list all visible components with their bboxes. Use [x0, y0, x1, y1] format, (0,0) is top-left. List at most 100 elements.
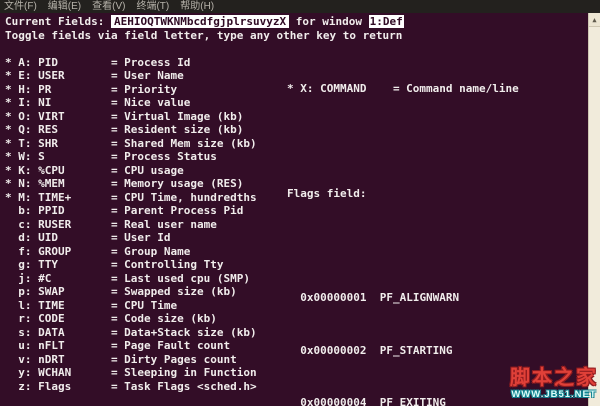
field-letter: T:	[18, 136, 32, 150]
field-selected-star: *	[5, 136, 12, 150]
flag-list: 0x00000001 PF_ALIGNWARN 0x00000002 PF_STAR…	[287, 239, 519, 406]
field-name: RUSER	[38, 217, 72, 231]
flag-hex-value: 0x00000004	[300, 396, 367, 406]
field-description: Swapped size (kb)	[124, 285, 237, 298]
field-letter: W:	[18, 150, 32, 163]
field-letter: I:	[18, 96, 32, 109]
current-fields-label: Current Fields:	[5, 15, 111, 28]
field-letter: z:	[18, 379, 32, 393]
field-name: GROUP	[38, 244, 72, 258]
scrollbar-track[interactable]	[589, 28, 600, 406]
field-description: Sleeping in Function	[124, 366, 257, 379]
equals-sign: =	[110, 285, 118, 298]
menu-item[interactable]: 文件(F)	[4, 1, 37, 12]
equals-sign: =	[110, 123, 118, 136]
equals-sign: =	[110, 190, 118, 204]
field-name: SWAP	[38, 285, 65, 298]
equals-sign: =	[110, 163, 118, 177]
field-letter: p:	[18, 285, 32, 298]
field-row: f: GROUP = Group Name	[5, 245, 588, 259]
equals-sign: =	[110, 244, 118, 258]
menu-item[interactable]: 帮助(H)	[180, 1, 215, 12]
field-row: j: #C = Last used cpu (SMP)	[5, 272, 588, 286]
field-letter: s:	[18, 325, 32, 339]
field-name: UID	[38, 231, 58, 244]
menu-bar: 文件(F) 编辑(E) 查看(V) 终端(T) 帮助(H)	[0, 0, 600, 13]
field-selected-star: *	[5, 163, 12, 177]
right-column: * X: COMMAND = Command name/line Flags field…	[287, 56, 519, 406]
field-description: Priority	[124, 82, 178, 96]
equals-sign: =	[110, 217, 118, 231]
field-name: TIME	[38, 298, 65, 312]
field-description: Memory usage (RES)	[124, 177, 244, 190]
equals-sign: =	[110, 150, 118, 163]
window-name-value: 1:Def	[368, 15, 404, 28]
menu-item[interactable]: 编辑(E)	[47, 1, 82, 12]
field-selected-star: *	[5, 96, 12, 109]
field-name: SHR	[38, 136, 58, 150]
field-name: VIRT	[38, 109, 65, 123]
field-name: WCHAN	[38, 366, 72, 379]
flag-row: 0x00000001 PF_ALIGNWARN	[287, 291, 519, 305]
field-name: RES	[38, 123, 58, 136]
field-description: Nice value	[124, 96, 191, 109]
field-selected-star: *	[5, 190, 12, 204]
field-description: Task Flags <sched.h>	[124, 379, 257, 393]
field-description: Page Fault count	[124, 339, 231, 352]
field-letter: g:	[18, 258, 32, 271]
field-description: Command name/line	[406, 81, 519, 95]
field-name: PID	[38, 55, 58, 69]
field-row: * M: TIME+ = CPU Time, hundredths	[5, 191, 588, 205]
field-name: S	[38, 150, 45, 163]
field-letter: d:	[18, 231, 32, 244]
equals-sign: =	[110, 258, 118, 271]
field-description: Resident size (kb)	[124, 123, 244, 136]
field-row: * E: USER = User Name	[5, 69, 588, 83]
field-row: * W: S = Process Status	[5, 150, 588, 164]
field-name: Flags	[38, 379, 72, 393]
flag-hex-value: 0x00000002	[300, 343, 367, 357]
field-description: CPU Time	[124, 298, 178, 312]
field-letter: A:	[18, 55, 32, 69]
field-description: User Id	[124, 231, 171, 244]
field-description: Data+Stack size (kb)	[124, 325, 257, 339]
terminal-screen[interactable]: Current Fields: AEHIOQTWKNMbcdfgjplrsuvy…	[0, 13, 588, 406]
field-name: TTY	[38, 258, 58, 271]
field-name: %MEM	[38, 177, 65, 190]
equals-sign: =	[110, 231, 118, 244]
menu-item[interactable]: 终端(T)	[136, 1, 170, 12]
scrollbar[interactable]: ▲	[588, 13, 600, 406]
field-selected-star: *	[287, 81, 294, 95]
field-letter: N:	[18, 177, 32, 190]
field-letter: H:	[18, 82, 32, 96]
field-name: %CPU	[38, 163, 65, 177]
field-description: Last used cpu (SMP)	[124, 271, 251, 285]
field-name: PPID	[38, 204, 65, 217]
equals-sign: =	[110, 204, 118, 217]
field-letter: l:	[18, 298, 32, 312]
field-name: DATA	[38, 325, 65, 339]
fields-help-columns: * A: PID = Process Id * E: USER = User Name * H: P…	[5, 55, 588, 406]
field-description: Group Name	[124, 244, 191, 258]
current-fields-line: Current Fields: AEHIOQTWKNMbcdfgjplrsuvy…	[5, 15, 588, 29]
field-row: p: SWAP = Swapped size (kb)	[5, 285, 588, 299]
field-row: * K: %CPU = CPU usage	[5, 164, 588, 178]
field-description: Parent Process Pid	[124, 204, 244, 217]
field-description: User Name	[124, 69, 184, 82]
field-letter: X:	[300, 81, 314, 95]
flag-row: 0x00000004 PF_EXITING	[287, 396, 519, 406]
field-selected-star: *	[5, 123, 12, 136]
field-name: NI	[38, 96, 52, 109]
field-row: * T: SHR = Shared Mem size (kb)	[5, 137, 588, 151]
field-description: CPU Time, hundredths	[124, 190, 257, 204]
field-row: c: RUSER = Real user name	[5, 218, 588, 232]
field-row: * N: %MEM = Memory usage (RES)	[5, 177, 588, 191]
field-letter: K:	[18, 163, 32, 177]
field-name: COMMAND	[320, 81, 367, 95]
equals-sign: =	[110, 136, 118, 150]
scroll-up-button[interactable]: ▲	[589, 13, 600, 27]
menu-item[interactable]: 查看(V)	[92, 1, 126, 12]
flag-hex-value: 0x00000001	[300, 291, 367, 304]
field-description: CPU usage	[124, 163, 184, 177]
field-description: Real user name	[124, 217, 217, 231]
